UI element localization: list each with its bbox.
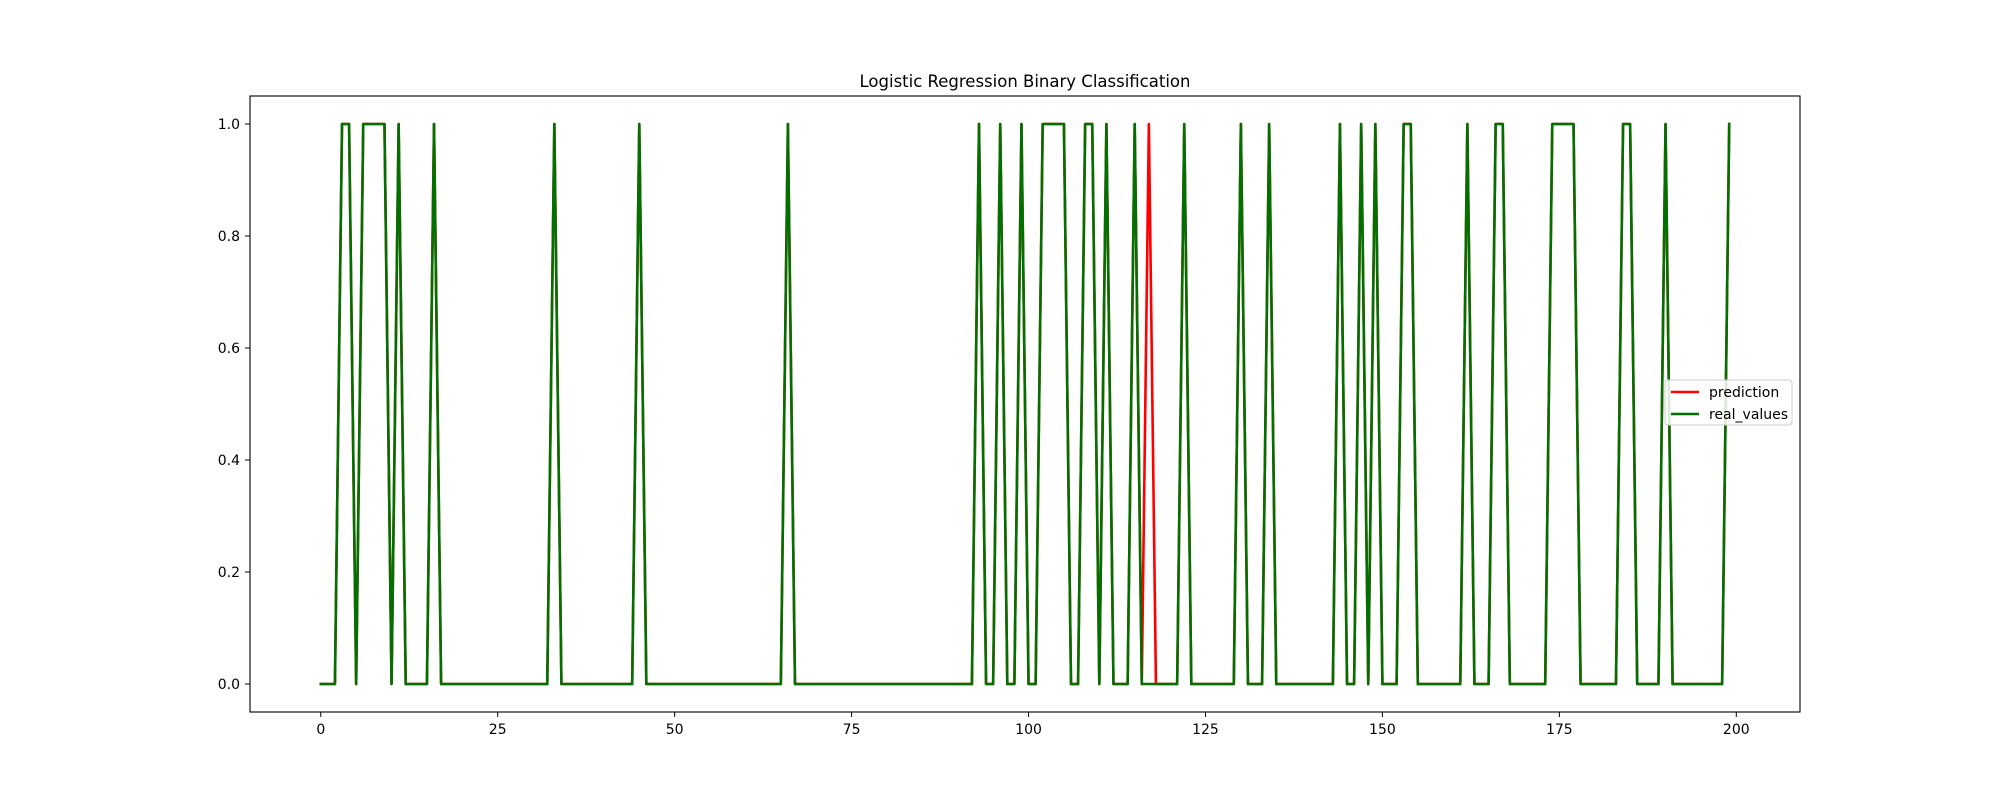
legend: prediction real_values bbox=[1664, 379, 1793, 426]
chart-title: Logistic Regression Binary Classificatio… bbox=[860, 72, 1191, 91]
y-tick-label: 0.0 bbox=[218, 677, 240, 693]
legend-label-real-values: real_values bbox=[1709, 407, 1788, 423]
y-tick-label: 0.4 bbox=[218, 453, 240, 469]
x-tick-label: 200 bbox=[1723, 722, 1750, 738]
x-tick-label: 75 bbox=[843, 722, 861, 738]
series-layer bbox=[319, 122, 1731, 686]
x-tick-label: 150 bbox=[1369, 722, 1396, 738]
x-tick-label: 100 bbox=[1015, 722, 1042, 738]
x-axis: 0 25 50 75 100 125 150 175 200 bbox=[316, 712, 1750, 738]
y-tick-label: 0.6 bbox=[218, 341, 240, 357]
y-axis: 0.0 0.2 0.4 0.6 0.8 1.0 bbox=[218, 117, 250, 693]
y-tick-label: 0.8 bbox=[218, 229, 240, 245]
x-tick-label: 25 bbox=[489, 722, 507, 738]
series-line-real-values bbox=[319, 122, 1731, 686]
legend-label-prediction: prediction bbox=[1709, 385, 1779, 401]
x-tick-label: 0 bbox=[316, 722, 325, 738]
x-tick-label: 50 bbox=[666, 722, 684, 738]
plot-area-frame bbox=[249, 95, 1801, 713]
x-tick-label: 125 bbox=[1192, 722, 1219, 738]
x-tick-label: 175 bbox=[1546, 722, 1573, 738]
y-tick-label: 1.0 bbox=[218, 117, 240, 133]
y-tick-label: 0.2 bbox=[218, 565, 240, 581]
